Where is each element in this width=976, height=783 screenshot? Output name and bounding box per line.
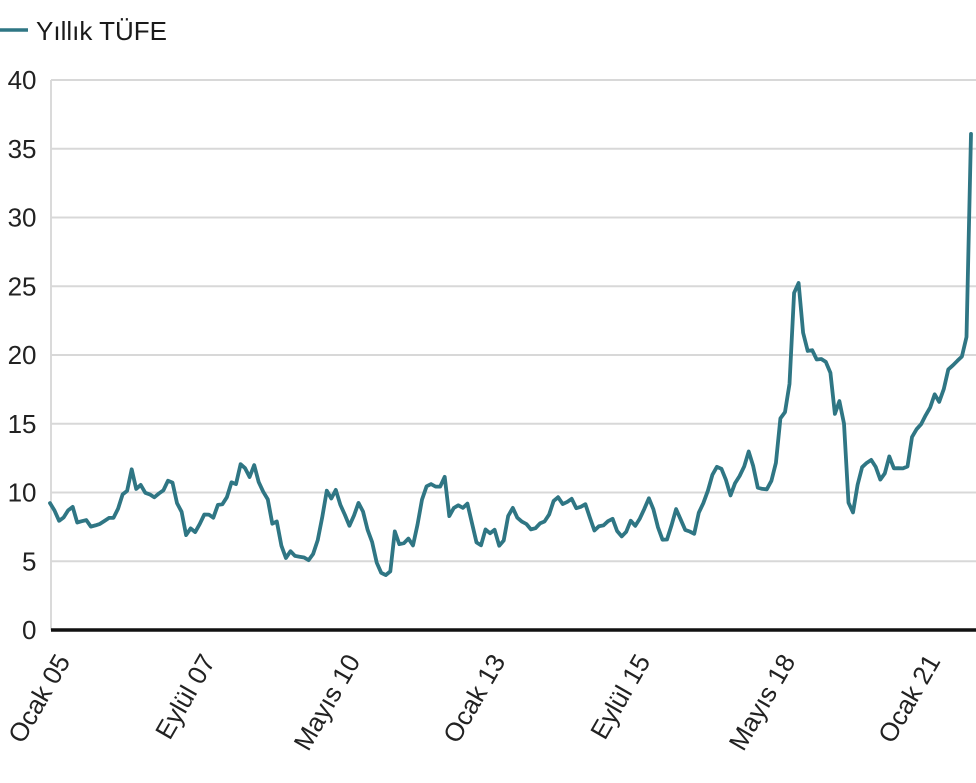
svg-text:5: 5 [22,546,36,576]
svg-text:35: 35 [8,134,37,164]
svg-text:15: 15 [8,409,37,439]
svg-text:10: 10 [8,478,37,508]
svg-text:20: 20 [8,340,37,370]
svg-text:30: 30 [8,203,37,233]
svg-text:Yıllık TÜFE: Yıllık TÜFE [36,16,167,46]
svg-text:25: 25 [8,271,37,301]
svg-text:0: 0 [22,615,36,645]
svg-text:40: 40 [8,65,37,95]
